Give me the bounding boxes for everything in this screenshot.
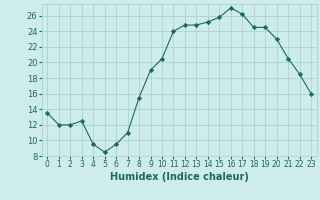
X-axis label: Humidex (Indice chaleur): Humidex (Indice chaleur) xyxy=(110,172,249,182)
